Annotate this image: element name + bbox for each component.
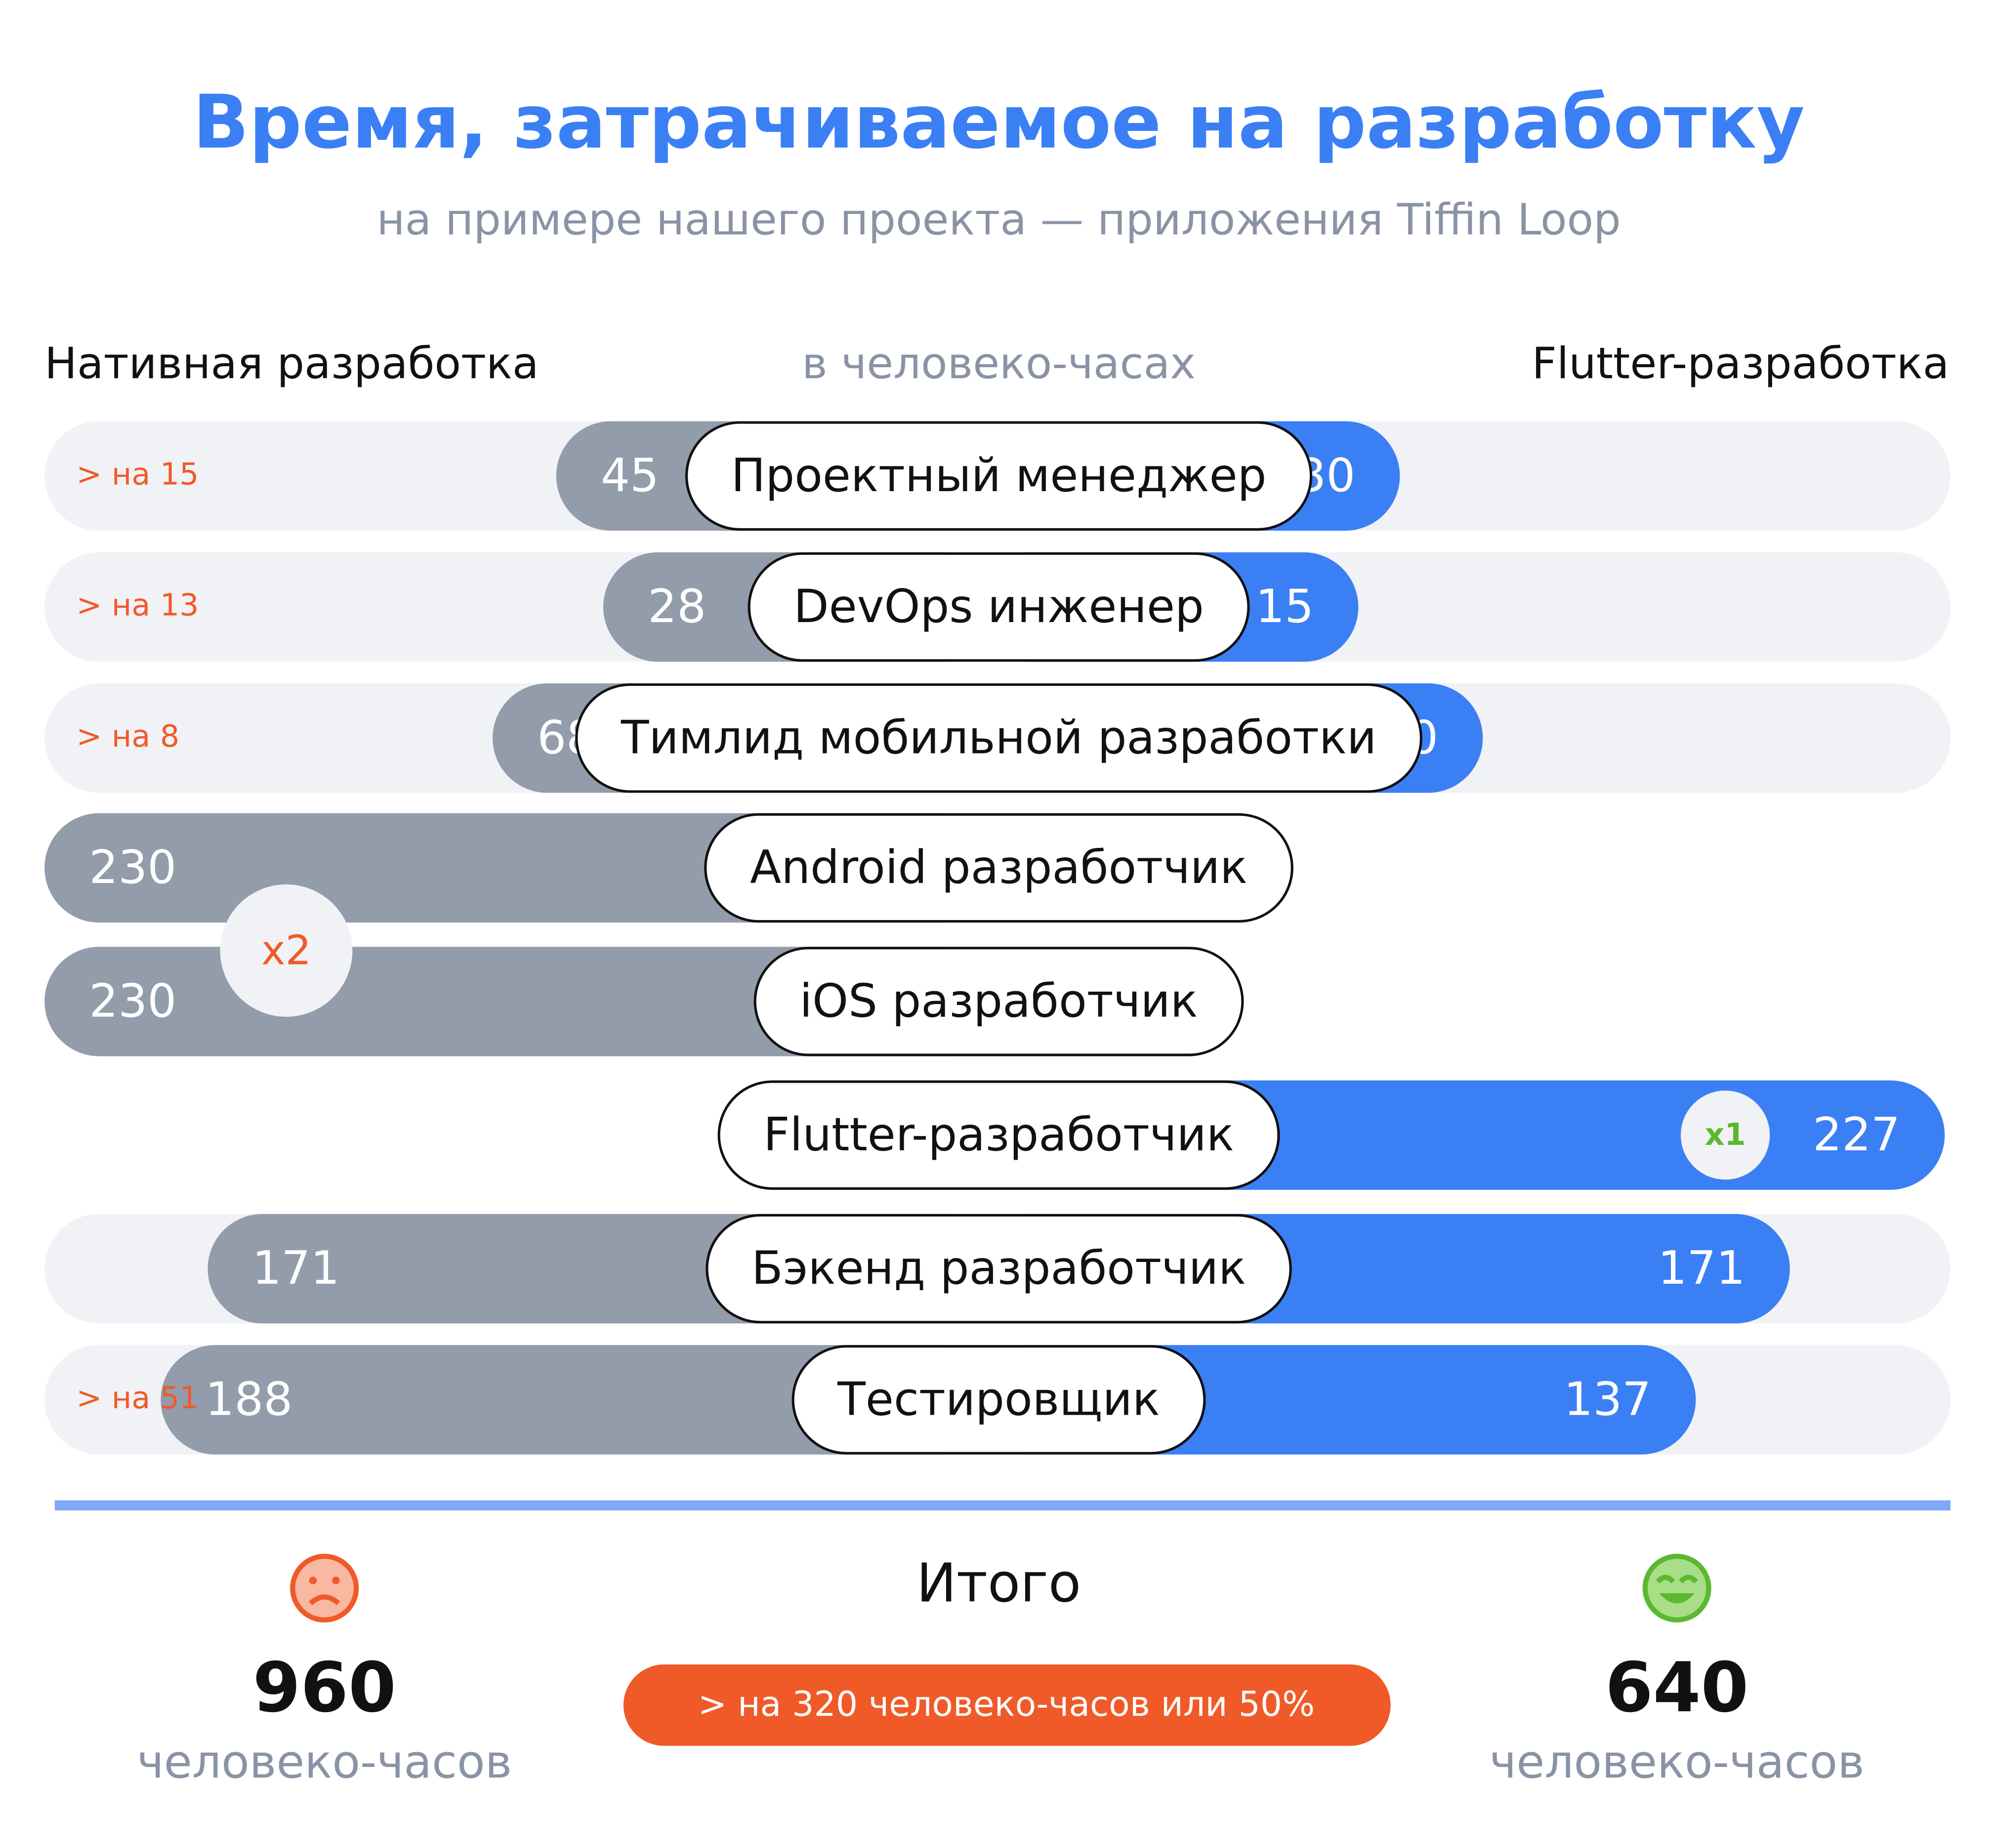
legend-native: Нативная разработка (44, 338, 539, 389)
bar-native (161, 1345, 999, 1455)
category-pill (575, 683, 1422, 793)
category-pill (685, 421, 1313, 531)
value-flutter: 137 (1564, 1372, 1651, 1426)
category-pill (748, 552, 1250, 662)
subtitle: на примере нашего проекта — приложения T… (376, 195, 1621, 245)
value-native: 188 (205, 1372, 292, 1426)
category-pill (753, 947, 1244, 1056)
category-pill (791, 1345, 1206, 1455)
summary: > на 320 человеко-часов или 50% (698, 1684, 1315, 1724)
category-label: Бэкенд разработчик (751, 1241, 1246, 1295)
value-flutter: 227 (1813, 1108, 1900, 1161)
value-native: 230 (89, 974, 176, 1027)
category-label: iOS разработчик (799, 974, 1198, 1027)
legend-flutter: Flutter-разработка (1532, 338, 1950, 389)
total-native-unit: человеко-часов (137, 1735, 512, 1788)
value-native: 45 (601, 449, 659, 502)
category-pill (704, 813, 1293, 923)
multiplier-native: x2 (261, 927, 311, 974)
title: Время, затрачиваемое на разработку (193, 80, 1805, 166)
difference: > на 8 (77, 718, 180, 754)
total-flutter-unit: человеко-часов (1489, 1735, 1864, 1788)
difference: > на 13 (77, 588, 199, 623)
total-flutter: 640 (1605, 1647, 1748, 1727)
multiplier-flutter: x1 (1705, 1117, 1746, 1152)
happy-face (1642, 1554, 1711, 1623)
value-native: 230 (89, 840, 176, 894)
difference: > на 15 (77, 456, 199, 492)
total-native: 960 (253, 1647, 396, 1727)
category-label: Тестировщик (837, 1372, 1160, 1426)
multiplier-native-bg (220, 884, 353, 1017)
multiplier-flutter-bg (1680, 1091, 1770, 1180)
value-native: 171 (252, 1241, 340, 1295)
value-flutter: 15 (1255, 580, 1314, 633)
category-pill (706, 1214, 1292, 1324)
category-label: Android разработчик (750, 840, 1247, 894)
total-label: Итого (916, 1552, 1081, 1614)
value-flutter: 171 (1658, 1241, 1746, 1295)
category-label: DevOps инженер (793, 580, 1204, 633)
category-label: Проектный менеджер (731, 449, 1267, 502)
category-pill (717, 1080, 1280, 1190)
summary-pill (623, 1664, 1391, 1746)
difference: > на 51 (77, 1380, 199, 1416)
category-label: Flutter-разработчик (763, 1108, 1234, 1161)
category-label: Тимлид мобильной разработки (621, 711, 1376, 764)
value-native: 28 (648, 580, 706, 633)
unit-label: в человеко-часах (802, 338, 1196, 389)
sad-face (290, 1554, 359, 1623)
